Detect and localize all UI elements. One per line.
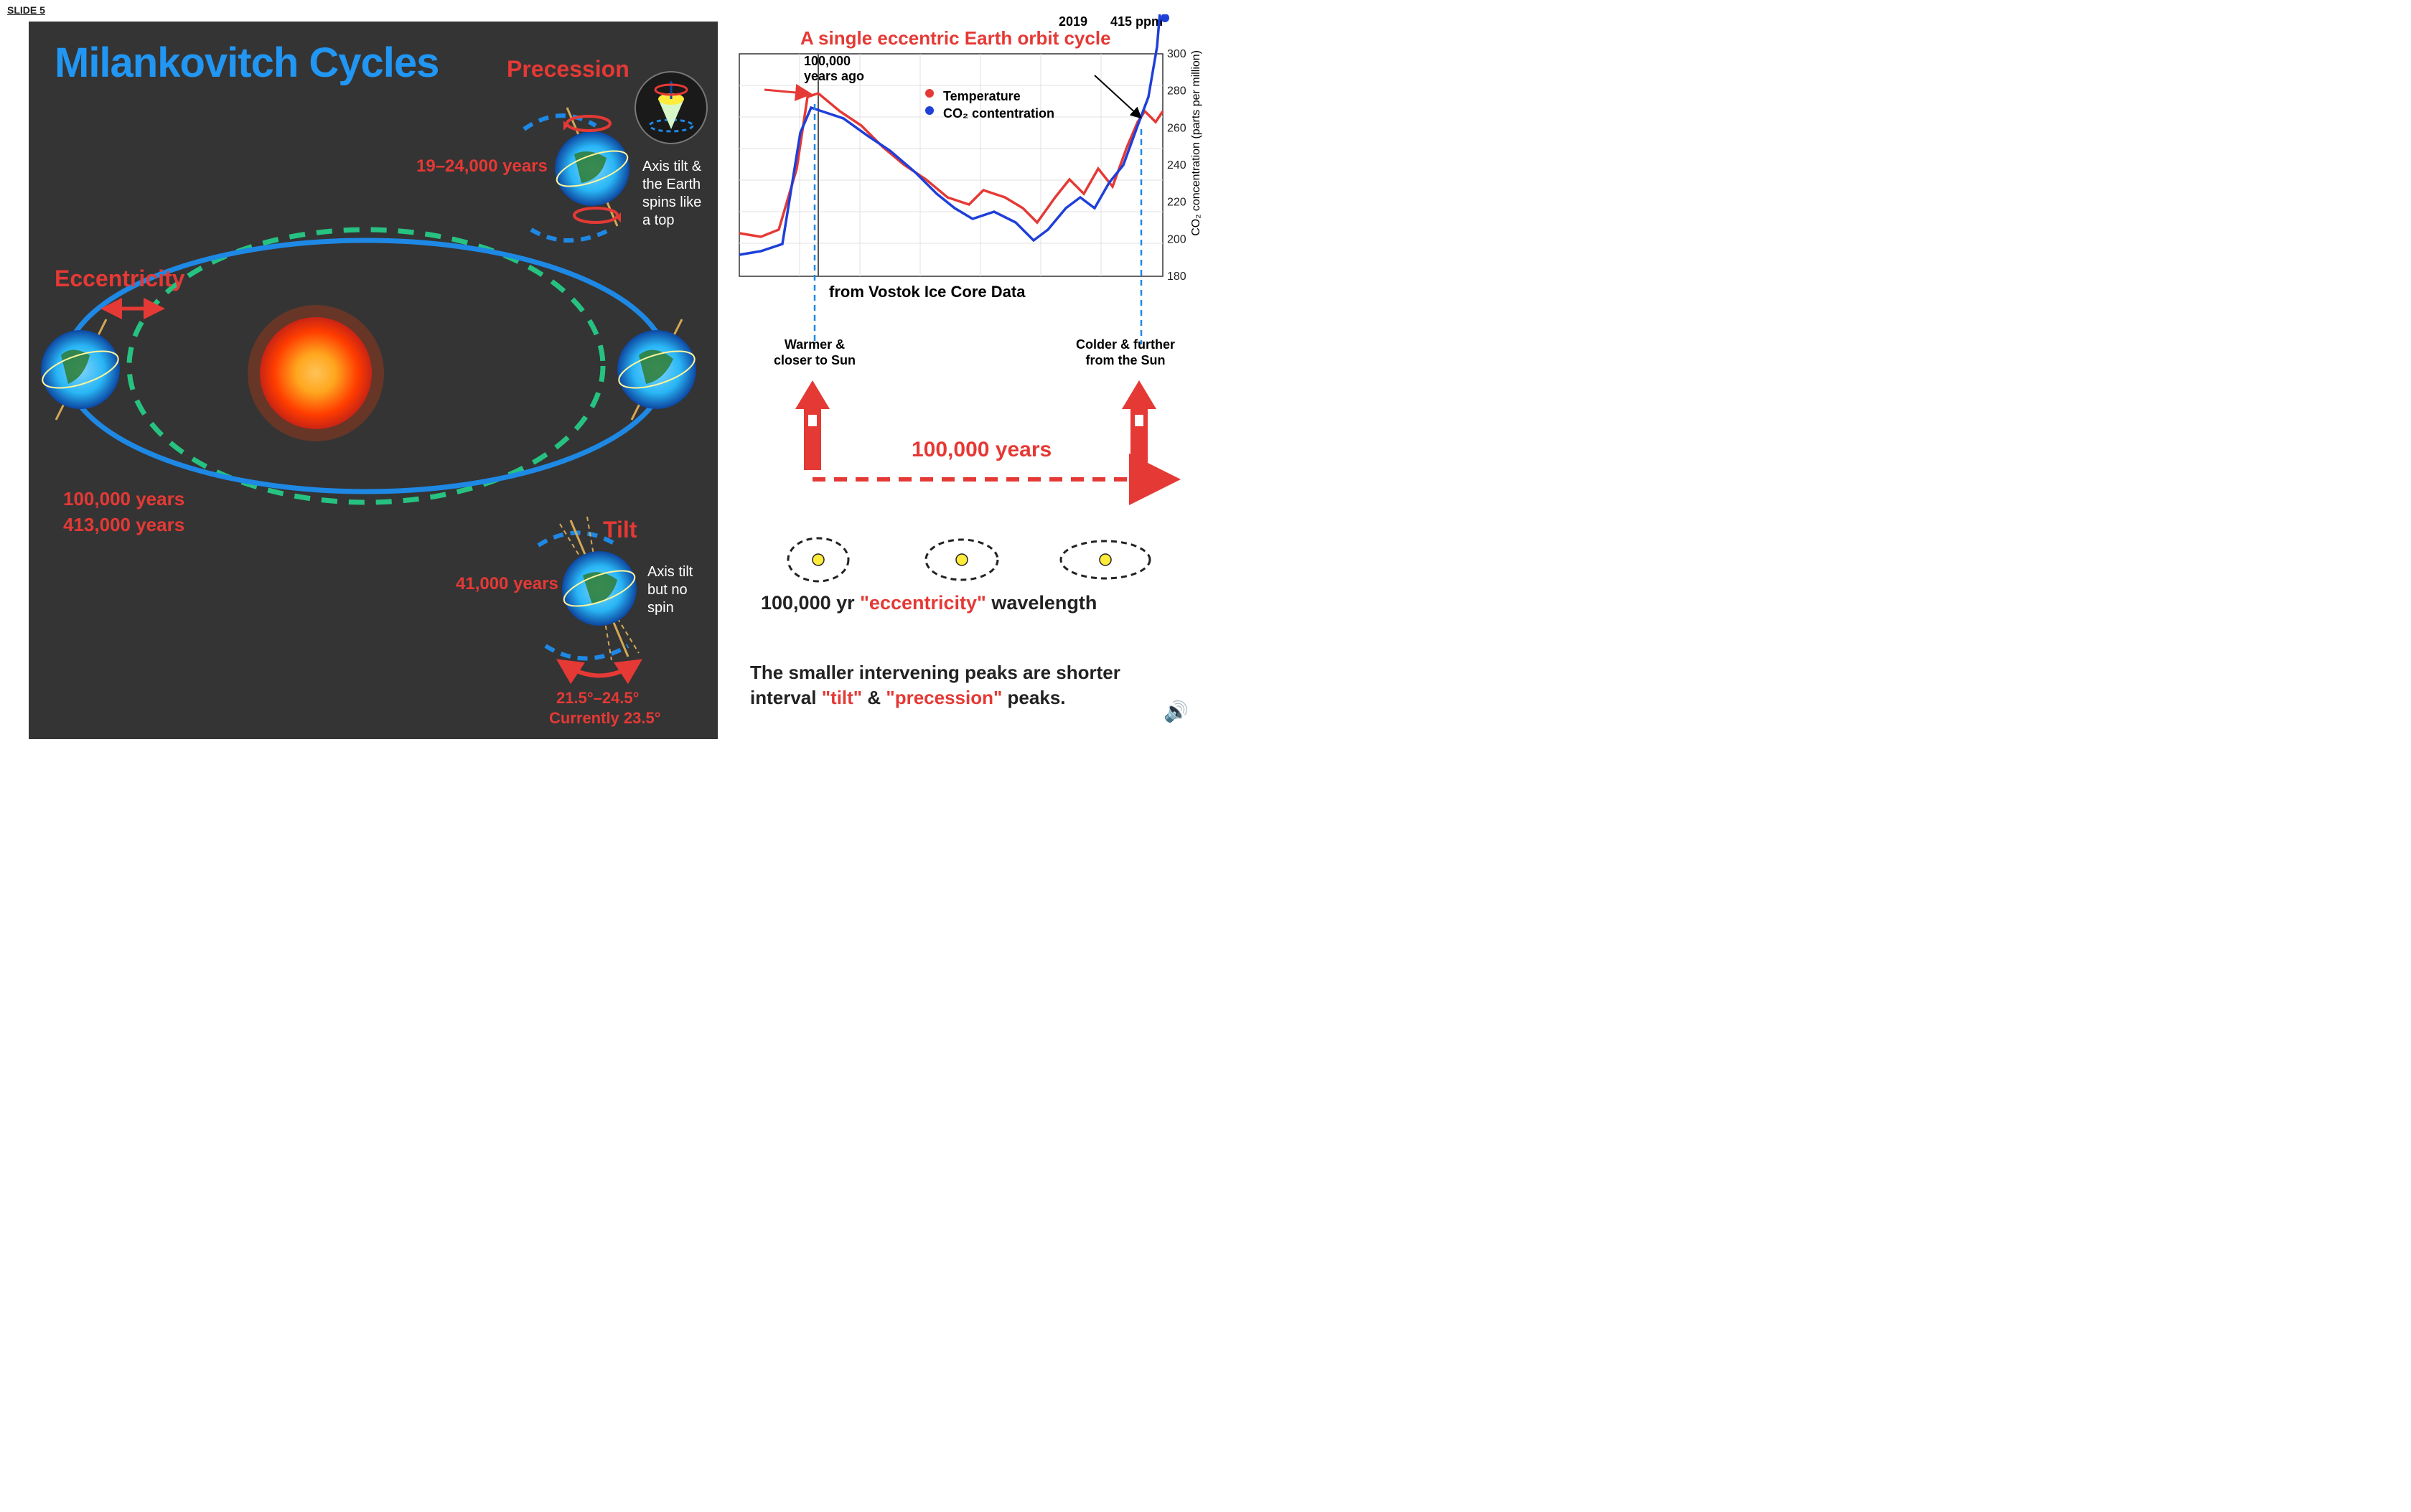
earth-left-icon — [39, 319, 123, 420]
tilt-desc: Axis tilt but no spin — [647, 563, 712, 617]
earth-right-icon — [615, 319, 699, 420]
orbit-icons-row — [746, 531, 1177, 592]
precession-desc: Axis tilt & the Earth spins like a top — [642, 158, 711, 230]
caption-prec: "precession" — [886, 687, 1002, 708]
eccentricity-label: Eccentricity — [55, 266, 184, 292]
orbit-sun-dot-icon — [1100, 554, 1111, 565]
chart-title: A single eccentric Earth orbit cycle — [800, 27, 1111, 50]
orbit-sun-dot-icon — [813, 554, 824, 565]
legend-temp: Temperature — [943, 89, 1021, 104]
y-tick-label: 260 — [1167, 122, 1186, 134]
milankovitch-diagram-panel: Milankovitch Cycles — [29, 22, 718, 739]
wavelength-post: wavelength — [986, 592, 1097, 614]
caption-amp: & — [862, 687, 886, 708]
orbit-sun-dot-icon — [956, 554, 968, 565]
caption-post: peaks. — [1002, 687, 1065, 708]
wavelength-ecc: "eccentricity" — [860, 592, 986, 614]
tilt-current: Currently 23.5° — [549, 709, 661, 728]
y-tick-label: 180 — [1167, 271, 1186, 283]
y-tick-label: 220 — [1167, 197, 1186, 209]
eccentricity-period-2: 413,000 years — [63, 514, 184, 536]
eccentricity-period-1: 100,000 years — [63, 488, 184, 510]
span-100k-label: 100,000 years — [912, 438, 1052, 462]
speaker-icon: 🔊 — [1164, 700, 1189, 723]
y-tick-label: 240 — [1167, 159, 1186, 172]
tilt-period: 41,000 years — [456, 574, 558, 594]
chart-source: from Vostok Ice Core Data — [829, 283, 1025, 301]
orbit-diagram — [29, 22, 718, 739]
bottom-caption: The smaller intervening peaks are shorte… — [750, 660, 1166, 710]
tilt-label: Tilt — [603, 517, 637, 543]
precession-label: Precession — [507, 56, 629, 83]
slide-number-label: SLIDE 5 — [7, 4, 45, 16]
warmer-label: Warmer & closer to Sun — [768, 337, 861, 368]
colder-label: Colder & further from the Sun — [1075, 337, 1176, 368]
y-axis-label: CO₂ concentration (parts per million) — [1190, 50, 1203, 236]
y-tick-label: 300 — [1167, 48, 1186, 60]
y-tick-label: 200 — [1167, 233, 1186, 245]
spinning-top-icon — [635, 72, 707, 144]
precession-period: 19–24,000 years — [416, 156, 548, 177]
tilt-range: 21.5°–24.5° — [556, 689, 639, 708]
legend-co2: CO₂ contentration — [943, 106, 1054, 121]
marker-100k-label: 100,000 years ago — [804, 54, 864, 84]
vostok-chart-panel: 2019 415 ppm — [732, 14, 1192, 739]
wavelength-pre: 100,000 yr — [761, 592, 860, 614]
y-tick-label: 280 — [1167, 85, 1186, 98]
wavelength-caption: 100,000 yr "eccentricity" wavelength — [761, 592, 1097, 614]
caption-tilt: "tilt" — [822, 687, 862, 708]
